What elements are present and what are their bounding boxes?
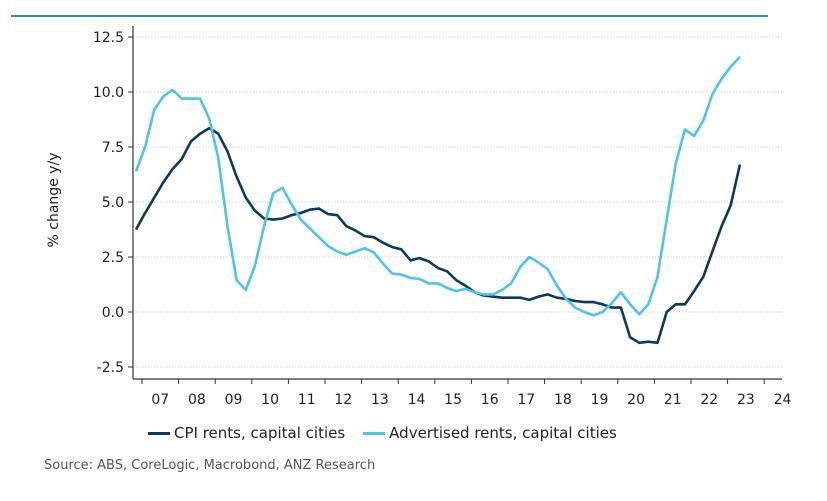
y-tick-label: 7.5 — [102, 140, 124, 156]
y-tick-label: 12.5 — [93, 30, 124, 46]
x-tick-label: 07 — [151, 392, 169, 408]
x-tick-label: 09 — [225, 392, 243, 408]
series-line-cpi-rents — [134, 127, 742, 345]
x-tick-label: 23 — [737, 392, 755, 408]
x-tick-label: 10 — [261, 392, 279, 408]
legend-item-advertised: Advertised rents, capital cities — [363, 424, 617, 442]
y-tick-label: -2.5 — [97, 360, 124, 376]
y-axis-label: % change y/y — [46, 152, 62, 247]
x-tick-label: 08 — [188, 392, 206, 408]
x-tick-label: 20 — [627, 392, 645, 408]
x-tick-label: 13 — [371, 392, 389, 408]
y-tick-label: 5.0 — [102, 195, 124, 211]
x-tick-label: 19 — [591, 392, 609, 408]
x-tick-label: 18 — [554, 392, 572, 408]
x-tick-label: 21 — [664, 392, 682, 408]
legend-swatch — [363, 431, 386, 435]
y-tick-label: 2.5 — [102, 250, 124, 266]
legend-swatch — [148, 431, 170, 435]
y-tick-label: 0.0 — [102, 305, 124, 321]
x-tick-label: 11 — [298, 392, 316, 408]
x-tick-label: 17 — [517, 392, 535, 408]
legend-label: Advertised rents, capital cities — [389, 424, 617, 442]
x-tick-label: 16 — [481, 392, 499, 408]
legend: CPI rents, capital cities Advertised ren… — [148, 424, 617, 442]
legend-label: CPI rents, capital cities — [174, 424, 346, 442]
y-tick-label: 10.0 — [93, 85, 124, 101]
series-line-advertised-rents — [134, 55, 741, 317]
x-tick-label: 12 — [334, 392, 352, 408]
x-tick-label: 15 — [444, 392, 462, 408]
x-tick-label: 14 — [408, 392, 426, 408]
chart: 12.5 10.0 7.5 5.0 2.5 0.0 -2.5 07 08 09 10 11 12 13 14… — [11, 15, 792, 408]
source-note: Source: ABS, CoreLogic, Macrobond, ANZ R… — [44, 458, 376, 473]
legend-item-cpi: CPI rents, capital cities — [148, 424, 345, 442]
x-tick-label: 22 — [700, 392, 718, 408]
x-tick-label: 24 — [774, 392, 792, 408]
